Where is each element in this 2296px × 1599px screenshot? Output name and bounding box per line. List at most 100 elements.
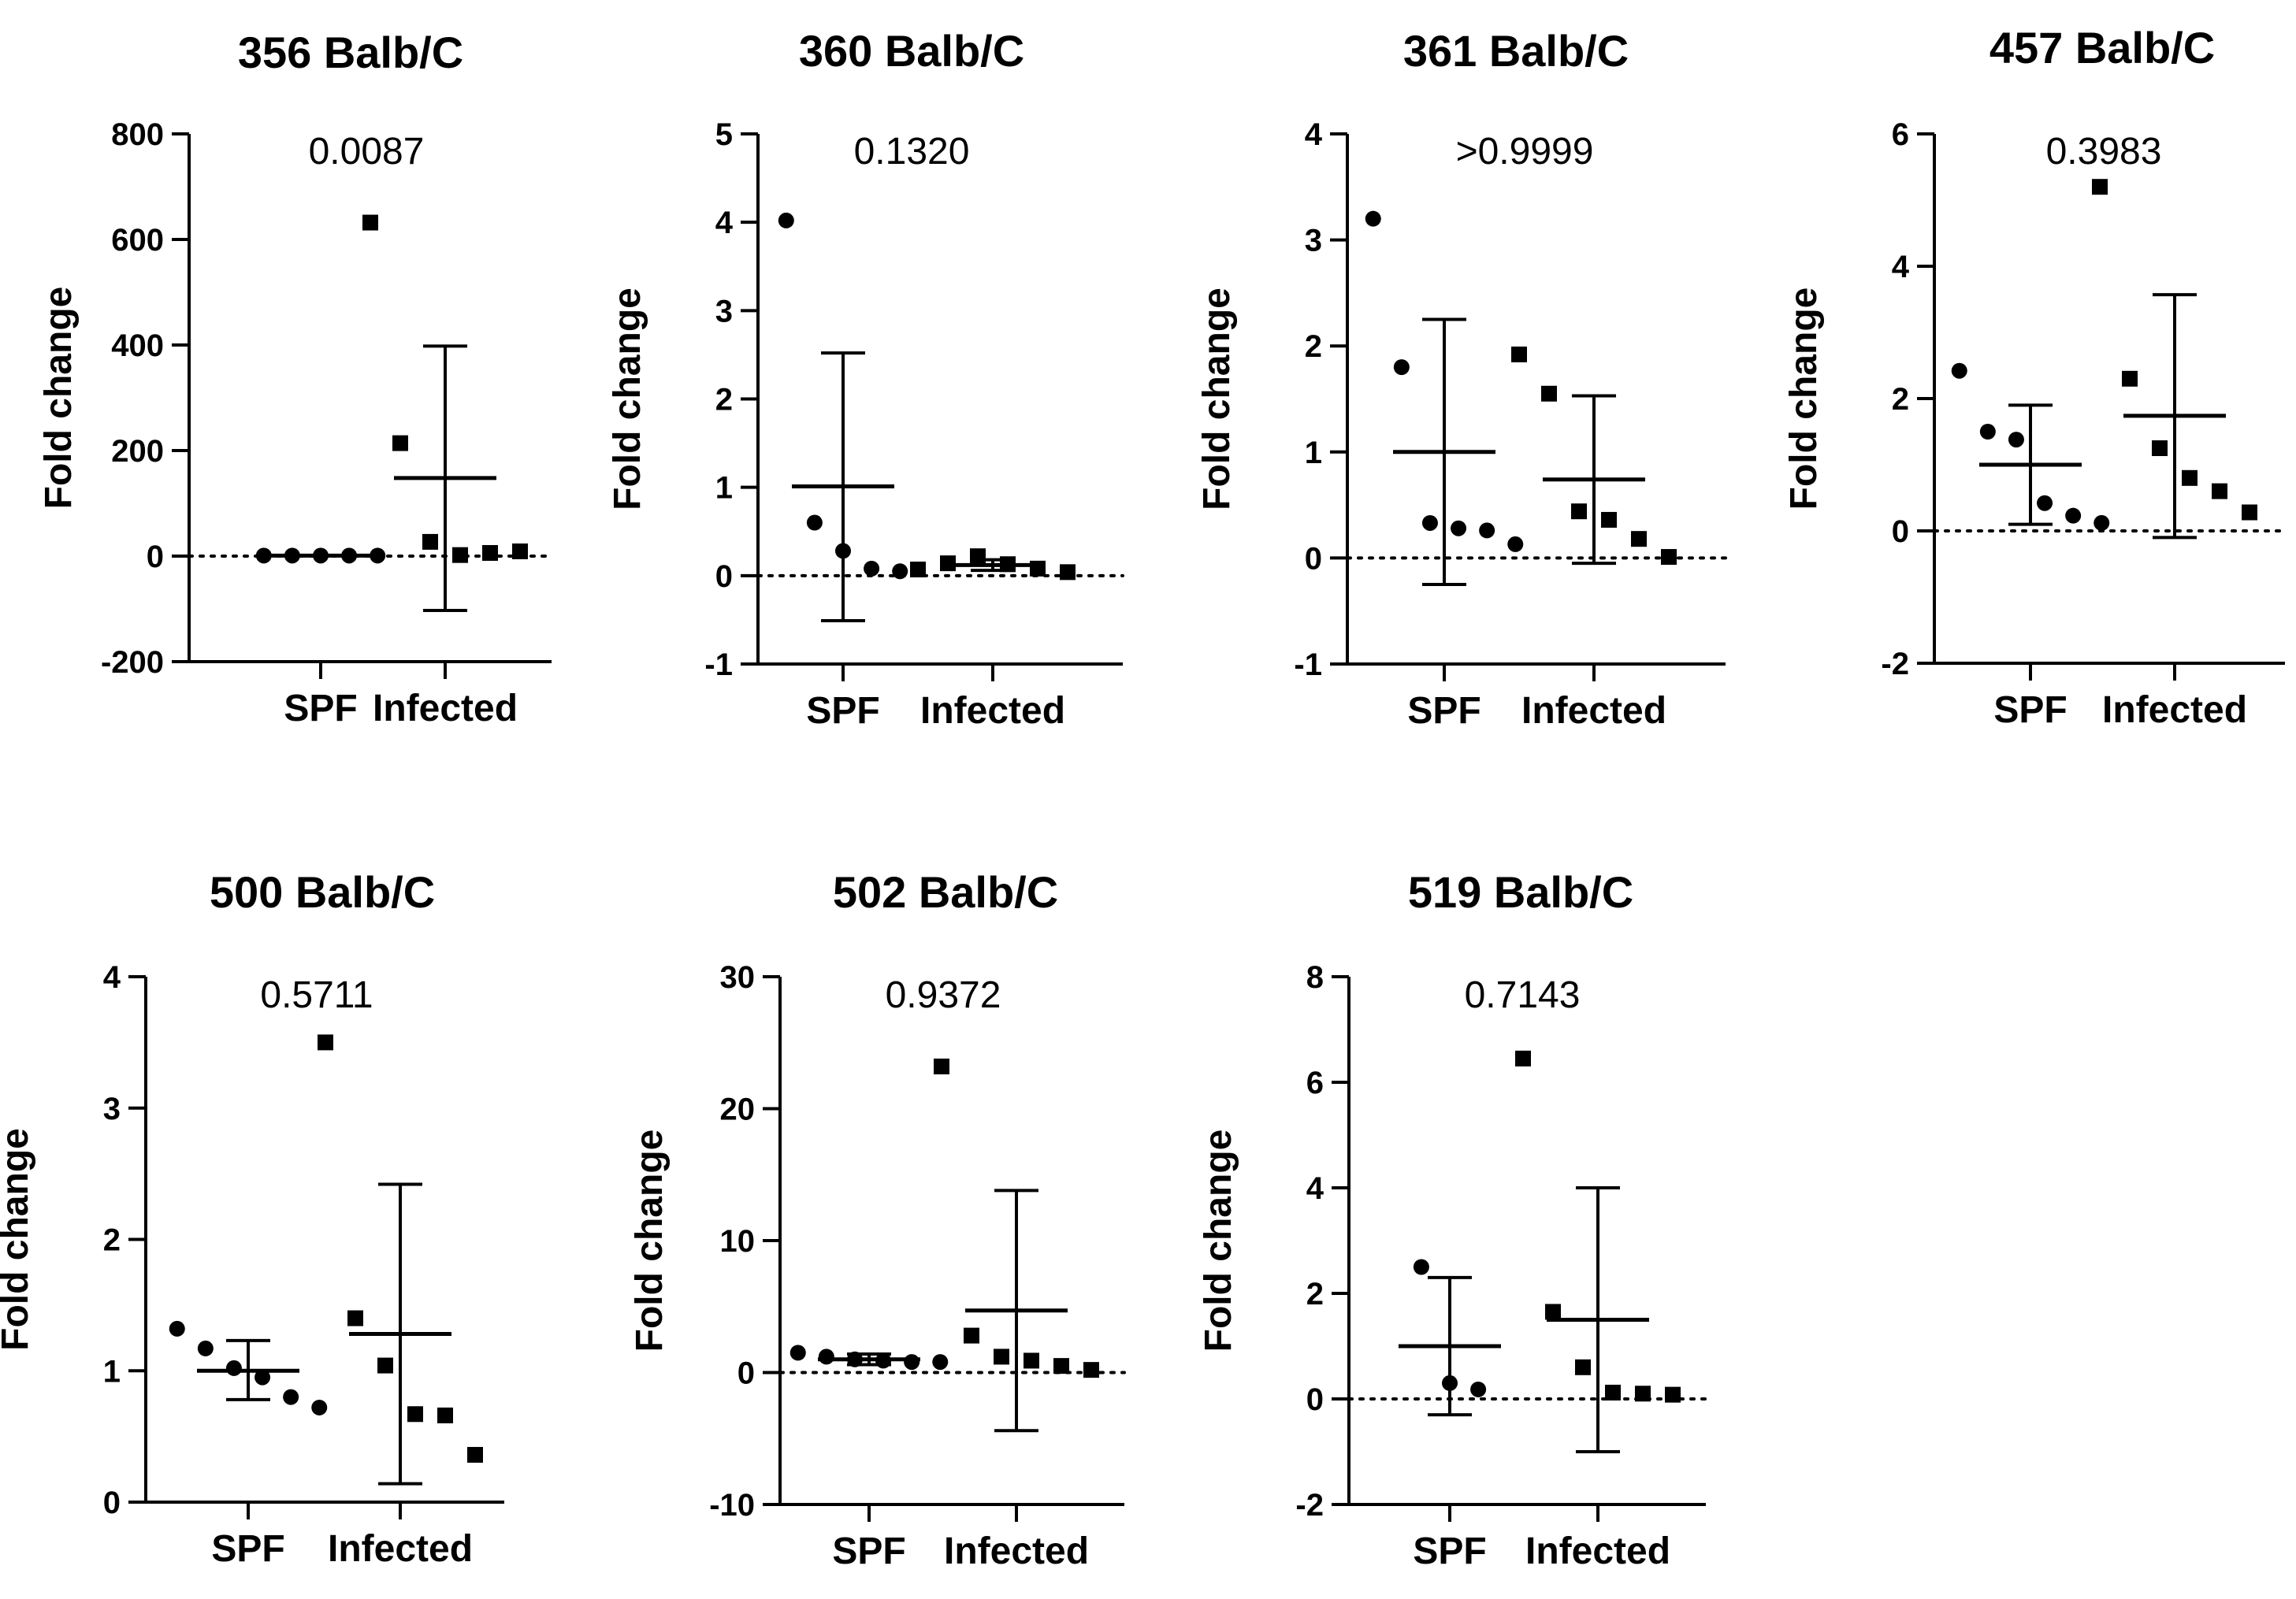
infected-data-point bbox=[407, 1406, 423, 1423]
spf-data-point bbox=[1365, 210, 1381, 227]
y-axis-label: Fold change bbox=[1198, 1130, 1239, 1352]
y-tick-label: 4 bbox=[1892, 250, 1910, 284]
x-category-label: SPF bbox=[211, 1528, 284, 1570]
spf-data-point bbox=[904, 1354, 920, 1371]
infected-data-point bbox=[1515, 1050, 1531, 1067]
x-category-label: Infected bbox=[1521, 690, 1666, 732]
spf-data-point bbox=[311, 1399, 328, 1415]
y-tick-label: 2 bbox=[715, 383, 733, 417]
y-tick-label: 2 bbox=[103, 1223, 121, 1258]
infected-data-point bbox=[2092, 179, 2108, 195]
spf-data-point bbox=[1979, 424, 1996, 440]
y-axis-label: Fold change bbox=[607, 288, 648, 510]
spf-data-point bbox=[1951, 362, 1967, 379]
spf-data-point bbox=[1421, 514, 1438, 531]
y-tick-label: 0 bbox=[103, 1486, 121, 1520]
infected-data-point bbox=[437, 1407, 453, 1423]
spf-data-point bbox=[1413, 1259, 1429, 1275]
panel-title: 500 Balb/C bbox=[210, 867, 435, 917]
infected-data-point bbox=[2242, 504, 2257, 521]
p-value-label: 0.0087 bbox=[309, 131, 425, 173]
y-tick-label: 6 bbox=[1892, 117, 1909, 152]
x-category-label: Infected bbox=[373, 688, 518, 729]
panel-title: 519 Balb/C bbox=[1408, 867, 1633, 917]
x-category-label: Infected bbox=[944, 1530, 1089, 1572]
infected-data-point bbox=[467, 1446, 483, 1463]
y-tick-label: -2 bbox=[1295, 1488, 1324, 1523]
infected-data-point bbox=[1631, 531, 1647, 547]
spf-data-point bbox=[846, 1351, 863, 1367]
spf-data-point bbox=[806, 514, 823, 531]
infected-data-point bbox=[392, 435, 408, 451]
chart-panel-6: 502 Balb/C 0.9372 Fold change -10 0 10 20 30 SPF… bbox=[629, 867, 1126, 1572]
y-tick-label: -10 bbox=[709, 1488, 755, 1523]
chart-panel-7: 519 Balb/C 0.7143 Fold change -2 0 2 4 6 8 SPF Inf… bbox=[1198, 867, 1707, 1572]
y-tick-label: 4 bbox=[1306, 1171, 1324, 1206]
infected-data-point bbox=[1000, 556, 1016, 573]
spf-data-point bbox=[1442, 1375, 1458, 1391]
spf-data-point bbox=[313, 547, 329, 564]
y-tick-label: 0 bbox=[1305, 541, 1322, 576]
infected-data-point bbox=[964, 1327, 979, 1344]
spf-data-point bbox=[2065, 507, 2082, 524]
infected-data-point bbox=[934, 1058, 949, 1074]
infected-data-point bbox=[1665, 1386, 1681, 1403]
y-tick-label: 0 bbox=[147, 540, 164, 574]
y-tick-label: 4 bbox=[103, 960, 121, 995]
x-category-label: SPF bbox=[1993, 689, 2067, 731]
spf-data-point bbox=[169, 1320, 185, 1337]
y-axis-label: Fold change bbox=[1196, 288, 1238, 510]
p-value-label: 0.5711 bbox=[260, 974, 373, 1016]
y-tick-label: -1 bbox=[704, 647, 733, 682]
y-tick-label: 2 bbox=[1306, 1277, 1324, 1311]
y-tick-label: 10 bbox=[720, 1224, 756, 1259]
y-tick-label: 0 bbox=[1306, 1382, 1324, 1417]
infected-data-point bbox=[318, 1034, 333, 1051]
y-tick-label: 1 bbox=[103, 1354, 121, 1389]
spf-data-point bbox=[254, 1369, 271, 1386]
y-tick-label: 8 bbox=[1306, 960, 1324, 995]
infected-data-point bbox=[2182, 469, 2198, 486]
y-tick-label: 1 bbox=[1305, 436, 1322, 470]
x-category-label: SPF bbox=[832, 1530, 905, 1572]
spf-data-point bbox=[283, 1389, 299, 1405]
spf-data-point bbox=[932, 1354, 949, 1371]
infected-data-point bbox=[1601, 511, 1617, 528]
y-tick-label: 2 bbox=[1892, 382, 1909, 417]
infected-data-point bbox=[1571, 503, 1587, 520]
p-value-label: 0.3983 bbox=[2046, 131, 2162, 173]
spf-data-point bbox=[1451, 520, 1467, 536]
x-category-label: Infected bbox=[2102, 689, 2247, 731]
panel-title: 457 Balb/C bbox=[1989, 23, 2215, 72]
y-tick-label: 1 bbox=[715, 471, 733, 506]
y-tick-label: 4 bbox=[715, 206, 734, 240]
infected-data-point bbox=[422, 533, 438, 550]
infected-data-point bbox=[1605, 1384, 1621, 1401]
y-tick-label: -200 bbox=[101, 645, 164, 680]
infected-data-point bbox=[1545, 1304, 1561, 1320]
panel-title: 502 Balb/C bbox=[833, 867, 1058, 917]
infected-data-point bbox=[1024, 1352, 1039, 1369]
infected-data-point bbox=[994, 1349, 1009, 1365]
spf-data-point bbox=[864, 560, 880, 577]
spf-data-point bbox=[284, 547, 300, 564]
infected-data-point bbox=[1053, 1358, 1069, 1375]
y-tick-label: 0 bbox=[1892, 514, 1909, 549]
infected-data-point bbox=[940, 555, 956, 572]
spf-data-point bbox=[1479, 522, 1495, 539]
infected-data-point bbox=[1575, 1359, 1591, 1375]
infected-data-point bbox=[362, 214, 378, 231]
y-tick-label: 30 bbox=[720, 960, 756, 995]
infected-data-point bbox=[1511, 346, 1527, 362]
infected-data-point bbox=[1083, 1362, 1099, 1378]
y-tick-label: 3 bbox=[103, 1092, 121, 1126]
infected-data-point bbox=[2212, 483, 2227, 499]
p-value-label: 0.9372 bbox=[886, 974, 1001, 1016]
spf-data-point bbox=[1470, 1381, 1487, 1397]
panel-title: 356 Balb/C bbox=[238, 28, 463, 77]
infected-data-point bbox=[1635, 1386, 1651, 1402]
y-tick-label: 0 bbox=[737, 1356, 755, 1391]
y-tick-label: 0 bbox=[715, 559, 733, 594]
